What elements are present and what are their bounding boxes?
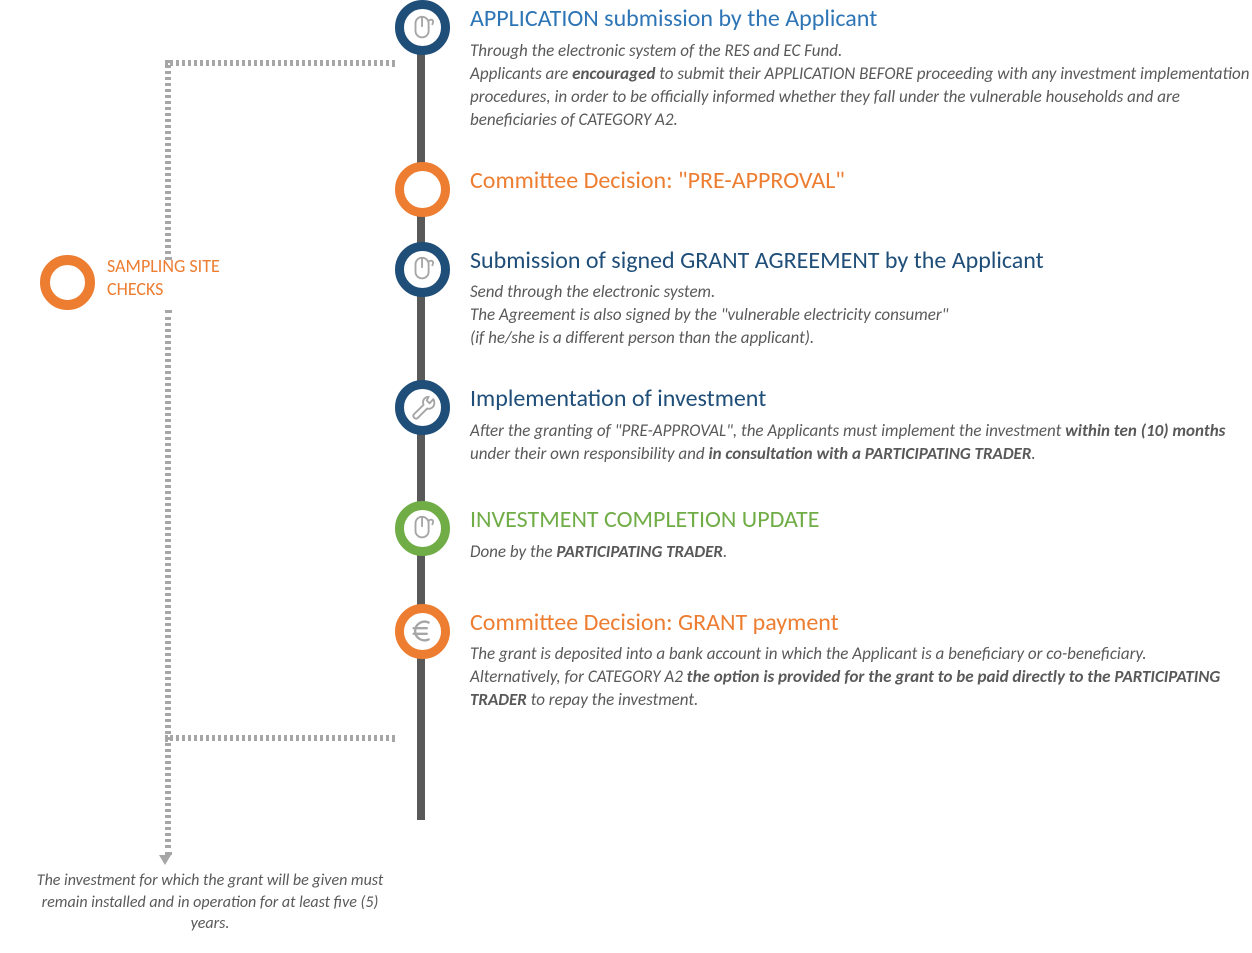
- step-1-desc-line-0: Through the electronic system of the RES…: [470, 40, 1252, 63]
- step-4-content: Implementation of investment After the gr…: [470, 380, 1252, 466]
- step-4-desc-line-0: After the granting of "PRE-APPROVAL", th…: [470, 420, 1252, 466]
- timeline: APPLICATION submission by the Applicant T…: [395, 0, 1252, 712]
- dotted-arrowhead: [159, 855, 171, 865]
- step-1-desc: Through the electronic system of the RES…: [470, 40, 1252, 132]
- step-3-desc-line-1: The Agreement is also signed by the "vul…: [470, 304, 1252, 327]
- step-5-icon: [395, 501, 450, 556]
- step-4-title: Implementation of investment: [470, 385, 1252, 414]
- step-6-desc-line-1: Alternatively, for CATEGORY A2 the optio…: [470, 666, 1252, 712]
- dotted-top-horiz: [165, 60, 395, 66]
- step-1-title: APPLICATION submission by the Applicant: [470, 5, 1252, 34]
- step-4: Implementation of investment After the gr…: [395, 380, 1252, 466]
- sampling-circle-icon: [40, 255, 95, 310]
- step-4-icon: [395, 380, 450, 435]
- step-6-desc-line-0: The grant is deposited into a bank accou…: [470, 643, 1252, 666]
- bottom-note: The investment for which the grant will …: [30, 870, 390, 935]
- step-6-icon: [395, 604, 450, 659]
- step-2-icon: [395, 162, 450, 217]
- step-5-desc: Done by the PARTICIPATING TRADER.: [470, 541, 1252, 564]
- step-1: APPLICATION submission by the Applicant T…: [395, 0, 1252, 132]
- dotted-left-vert-lower: [165, 310, 171, 855]
- sampling-site-checks: SAMPLING SITE CHECKS: [40, 255, 220, 310]
- dotted-bottom-horiz: [165, 735, 395, 741]
- step-3-icon: [395, 242, 450, 297]
- step-3-title: Submission of signed GRANT AGREEMENT by …: [470, 247, 1252, 276]
- step-6-desc: The grant is deposited into a bank accou…: [470, 643, 1252, 712]
- step-2-title: Committee Decision: "PRE-APPROVAL": [470, 167, 1252, 196]
- step-2-content: Committee Decision: "PRE-APPROVAL": [470, 162, 1252, 202]
- dotted-left-vert-upper: [165, 60, 171, 260]
- step-3-desc-line-2: (if he/she is a different person than th…: [470, 327, 1252, 350]
- step-5-content: INVESTMENT COMPLETION UPDATE Done by the …: [470, 501, 1252, 564]
- sampling-label-line1: SAMPLING SITE: [107, 255, 220, 278]
- step-4-desc: After the granting of "PRE-APPROVAL", th…: [470, 420, 1252, 466]
- step-2: Committee Decision: "PRE-APPROVAL": [395, 162, 1252, 217]
- step-1-content: APPLICATION submission by the Applicant T…: [470, 0, 1252, 132]
- sampling-label-line2: CHECKS: [107, 278, 220, 301]
- step-1-icon: [395, 0, 450, 55]
- step-5-title: INVESTMENT COMPLETION UPDATE: [470, 506, 1252, 535]
- step-3-content: Submission of signed GRANT AGREEMENT by …: [470, 242, 1252, 351]
- step-3-desc-line-0: Send through the electronic system.: [470, 281, 1252, 304]
- step-6: Committee Decision: GRANT payment The gra…: [395, 604, 1252, 713]
- step-1-desc-line-1: Applicants are encouraged to submit thei…: [470, 63, 1252, 132]
- step-3-desc: Send through the electronic system.The A…: [470, 281, 1252, 350]
- step-3: Submission of signed GRANT AGREEMENT by …: [395, 242, 1252, 351]
- step-5: INVESTMENT COMPLETION UPDATE Done by the …: [395, 501, 1252, 564]
- step-6-content: Committee Decision: GRANT payment The gra…: [470, 604, 1252, 713]
- sampling-label: SAMPLING SITE CHECKS: [107, 255, 220, 302]
- step-6-title: Committee Decision: GRANT payment: [470, 609, 1252, 638]
- step-5-desc-line-0: Done by the PARTICIPATING TRADER.: [470, 541, 1252, 564]
